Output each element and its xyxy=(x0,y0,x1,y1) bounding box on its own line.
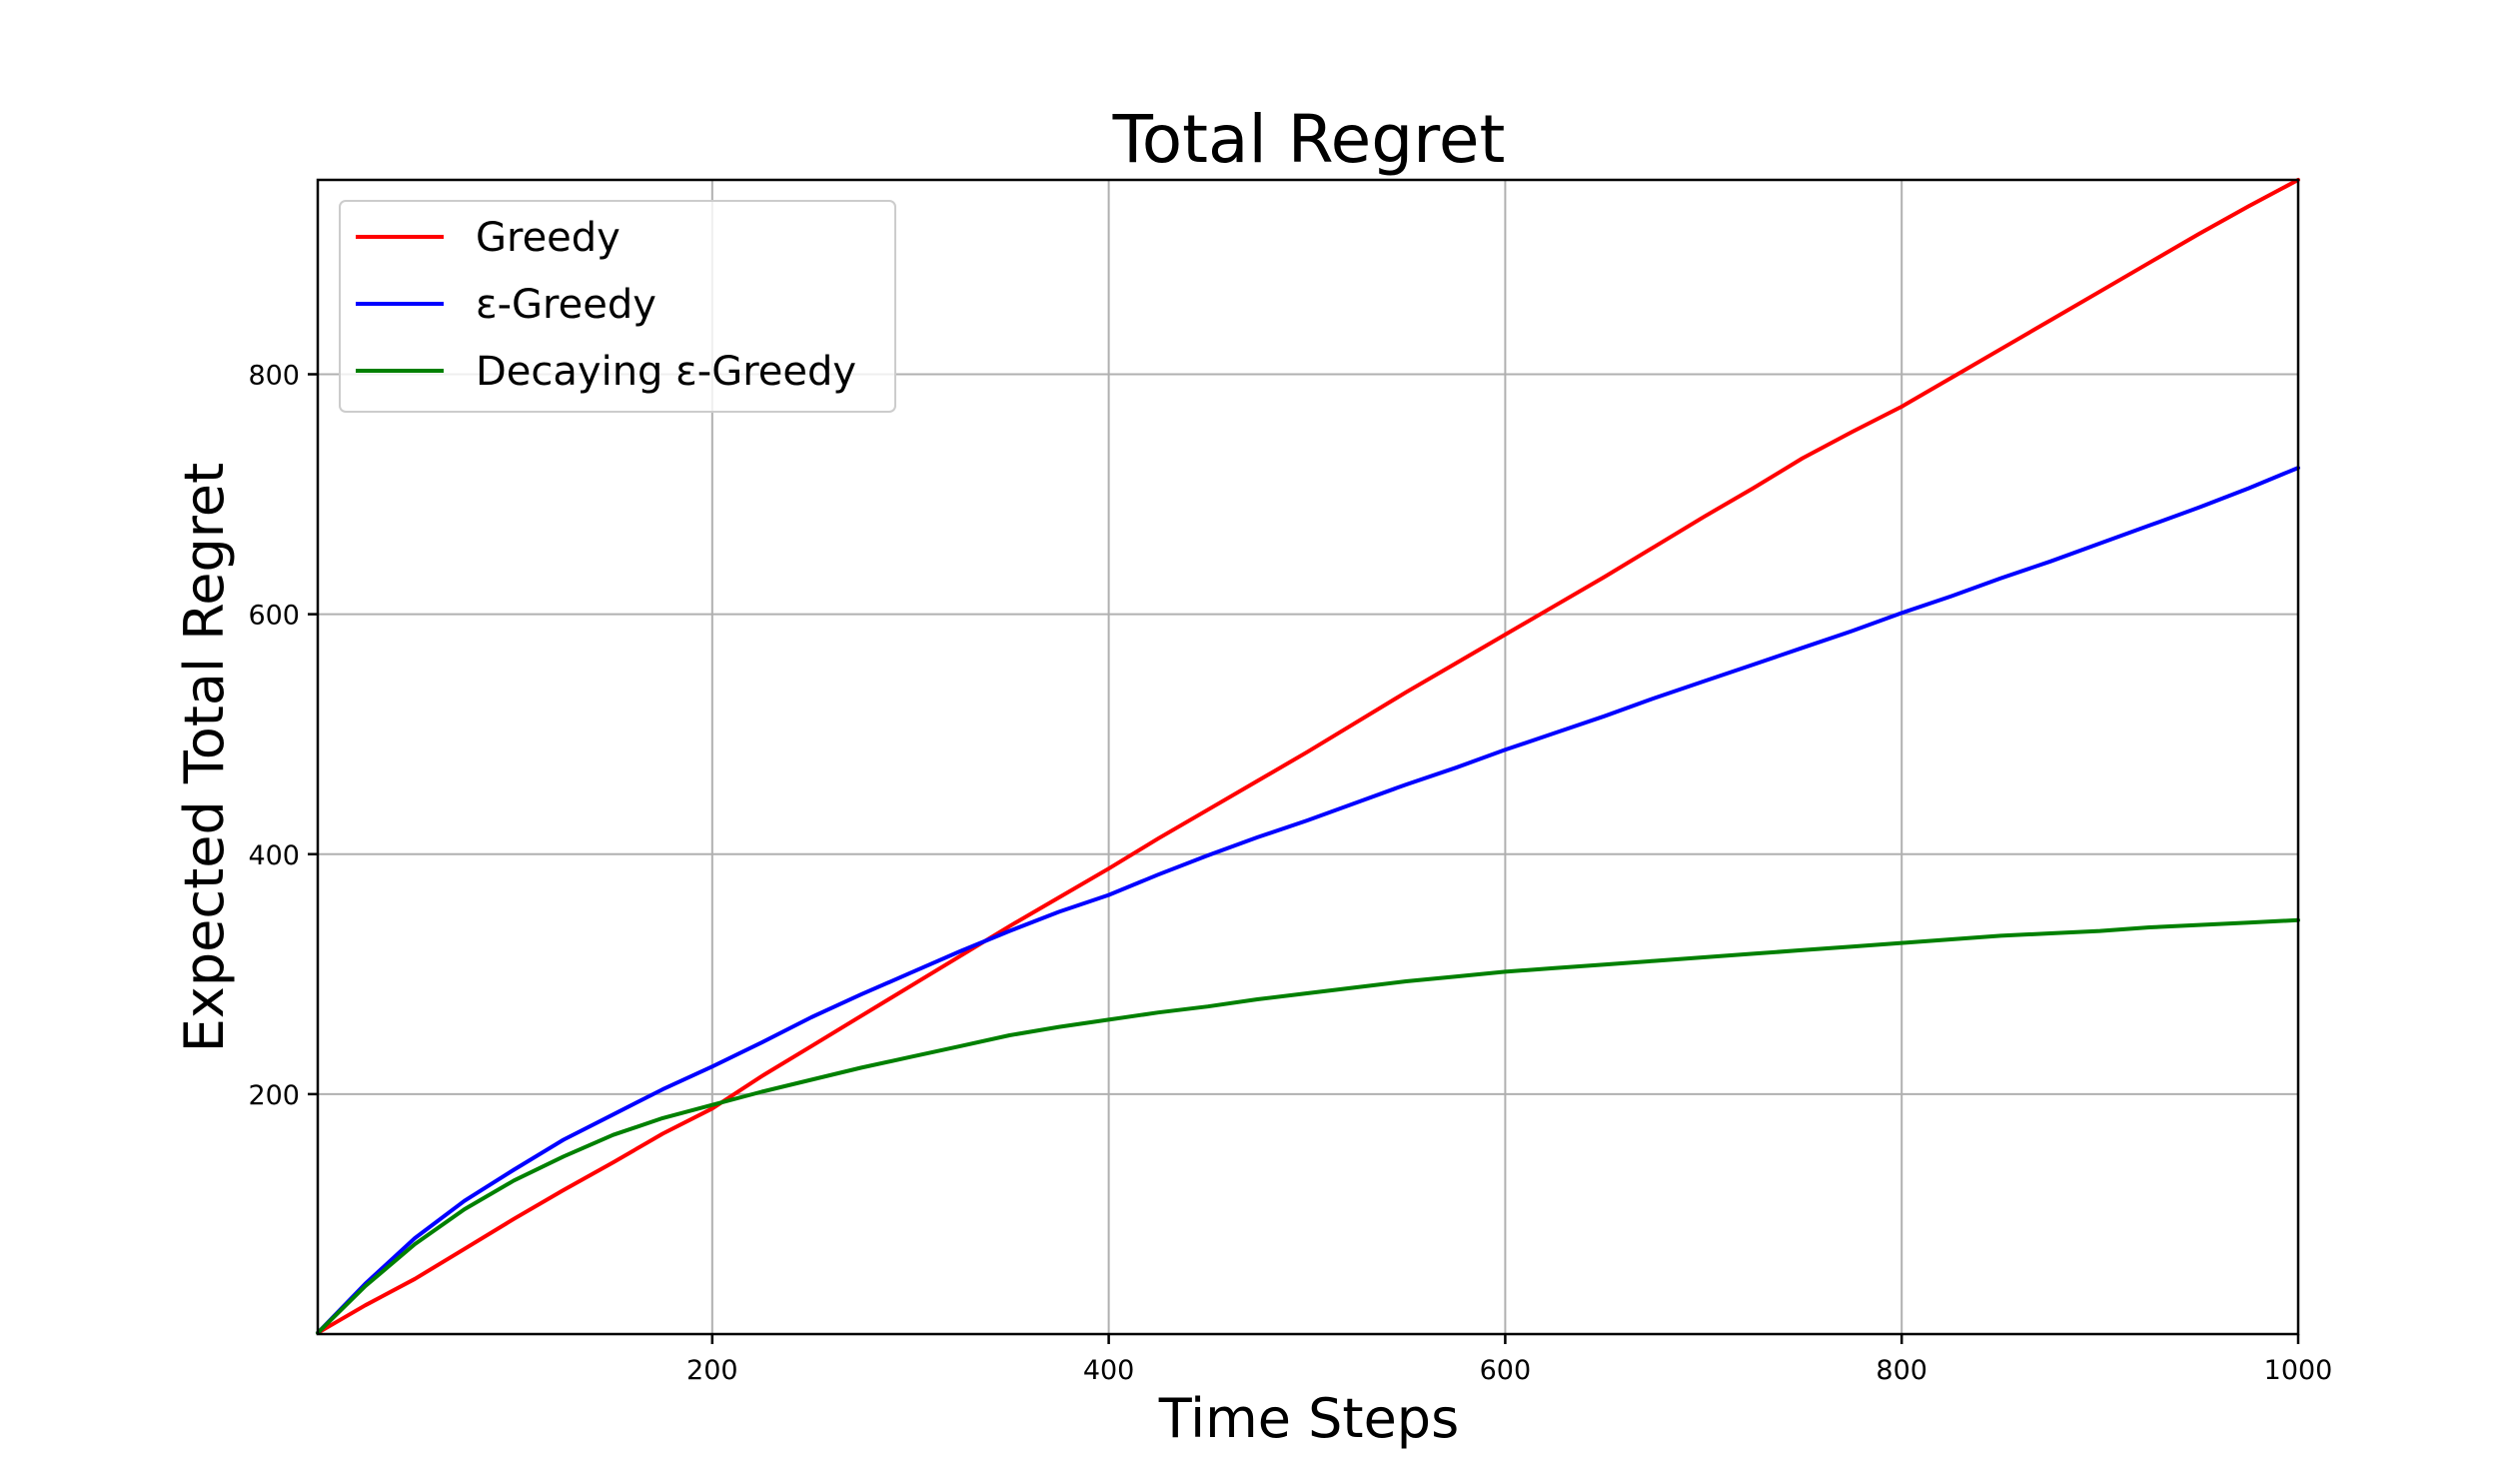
chart-title: Total Regret xyxy=(1112,101,1506,178)
y-tick-label: 200 xyxy=(248,1080,300,1111)
legend-label-0: Greedy xyxy=(476,215,621,261)
y-tick-label: 800 xyxy=(248,361,300,392)
y-tick-label: 400 xyxy=(248,840,300,871)
x-tick-label: 1000 xyxy=(2264,1355,2333,1386)
legend: Greedy ε-Greedy Decaying ε-Greedy xyxy=(339,200,896,413)
series-line-1 xyxy=(316,466,2300,1335)
series-lines xyxy=(316,178,2300,1335)
y-tick-label: 600 xyxy=(248,601,300,632)
axis-ticks: 200 400 600 800 1000 200 400 600 800 xyxy=(248,361,2332,1386)
x-tick-label: 600 xyxy=(1480,1355,1532,1386)
x-tick-label: 800 xyxy=(1876,1355,1927,1386)
legend-label-2: Decaying ε-Greedy xyxy=(476,349,856,395)
x-tick-label: 400 xyxy=(1083,1355,1135,1386)
y-axis-label: Expected Total Regret xyxy=(173,463,236,1052)
x-tick-label: 200 xyxy=(686,1355,738,1386)
legend-label-1: ε-Greedy xyxy=(476,282,656,328)
legend-box xyxy=(339,200,896,413)
x-axis-label: Time Steps xyxy=(1158,1387,1459,1450)
series-line-2 xyxy=(316,917,2300,1335)
plot-area-frame xyxy=(316,178,2300,1336)
series-line-0 xyxy=(316,178,2300,1335)
